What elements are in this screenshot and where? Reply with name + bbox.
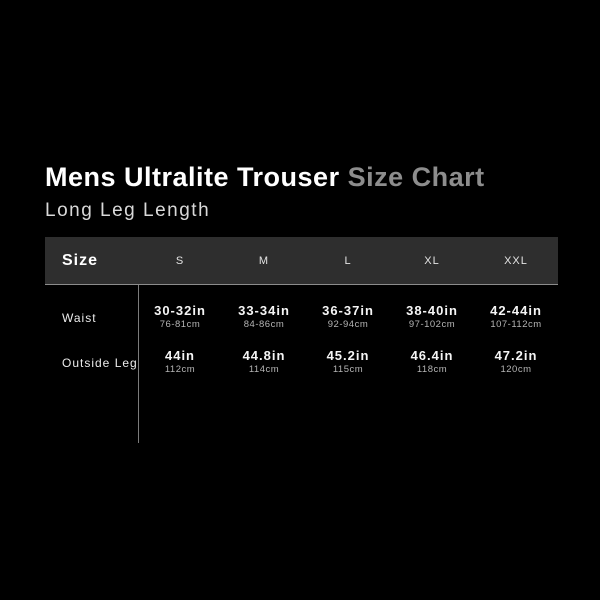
cell-waist-m: 33-34in 84-86cm [222, 295, 306, 340]
value-inches: 45.2in [326, 348, 370, 364]
value-cm: 97-102cm [408, 319, 456, 331]
value-inches: 33-34in [238, 303, 290, 319]
table-row-waist: Waist 30-32in 76-81cm 33-34in 84-86cm 36… [45, 295, 558, 340]
value-cm: 118cm [416, 364, 448, 376]
row-label-outside-leg: Outside Leg [62, 355, 138, 370]
column-header-s: S [175, 254, 185, 267]
cell-waist-xl: 38-40in 97-102cm [390, 295, 474, 340]
column-header-xxl: XXL [504, 254, 528, 267]
value-inches: 38-40in [406, 303, 458, 319]
page-title-accent: Size Chart [347, 162, 485, 192]
page-title: Mens Ultralite Trouser Size Chart [45, 162, 485, 193]
row-label-waist: Waist [62, 310, 97, 325]
corner-header-size: Size [62, 251, 99, 269]
table-header-row: Size S M L XL XXL [45, 237, 558, 285]
column-header-xl: XL [424, 254, 440, 267]
table-row-outside-leg: Outside Leg 44in 112cm 44.8in 114cm 45.2… [45, 340, 558, 385]
cell-waist-l: 36-37in 92-94cm [306, 295, 390, 340]
value-inches: 44.8in [242, 348, 286, 364]
title-block: Mens Ultralite Trouser Size Chart Long L… [45, 162, 485, 222]
cell-waist-xxl: 42-44in 107-112cm [474, 295, 558, 340]
value-inches: 36-37in [322, 303, 374, 319]
page-subtitle: Long Leg Length [45, 200, 211, 221]
cell-outside-leg-m: 44.8in 114cm [222, 340, 306, 385]
value-cm: 107-112cm [490, 319, 542, 331]
value-cm: 84-86cm [243, 319, 285, 331]
cell-outside-leg-s: 44in 112cm [138, 340, 222, 385]
value-cm: 120cm [500, 364, 532, 376]
cell-outside-leg-xxl: 47.2in 120cm [474, 340, 558, 385]
column-header-l: L [344, 254, 352, 267]
value-inches: 46.4in [410, 348, 454, 364]
table-body: Waist 30-32in 76-81cm 33-34in 84-86cm 36… [45, 285, 558, 385]
cell-outside-leg-xl: 46.4in 118cm [390, 340, 474, 385]
value-inches: 44in [164, 348, 195, 364]
value-inches: 30-32in [154, 303, 206, 319]
value-cm: 114cm [248, 364, 280, 376]
label-column-divider [138, 285, 139, 443]
value-inches: 42-44in [490, 303, 542, 319]
value-cm: 112cm [164, 364, 196, 376]
size-chart-table: Size S M L XL XXL Waist 30-32in 76-81cm … [45, 237, 558, 443]
cell-outside-leg-l: 45.2in 115cm [306, 340, 390, 385]
value-cm: 92-94cm [327, 319, 369, 331]
value-cm: 115cm [332, 364, 364, 376]
value-cm: 76-81cm [159, 319, 201, 331]
column-header-m: M [258, 254, 270, 267]
page-title-main: Mens Ultralite Trouser [45, 162, 340, 192]
cell-waist-s: 30-32in 76-81cm [138, 295, 222, 340]
value-inches: 47.2in [494, 348, 538, 364]
